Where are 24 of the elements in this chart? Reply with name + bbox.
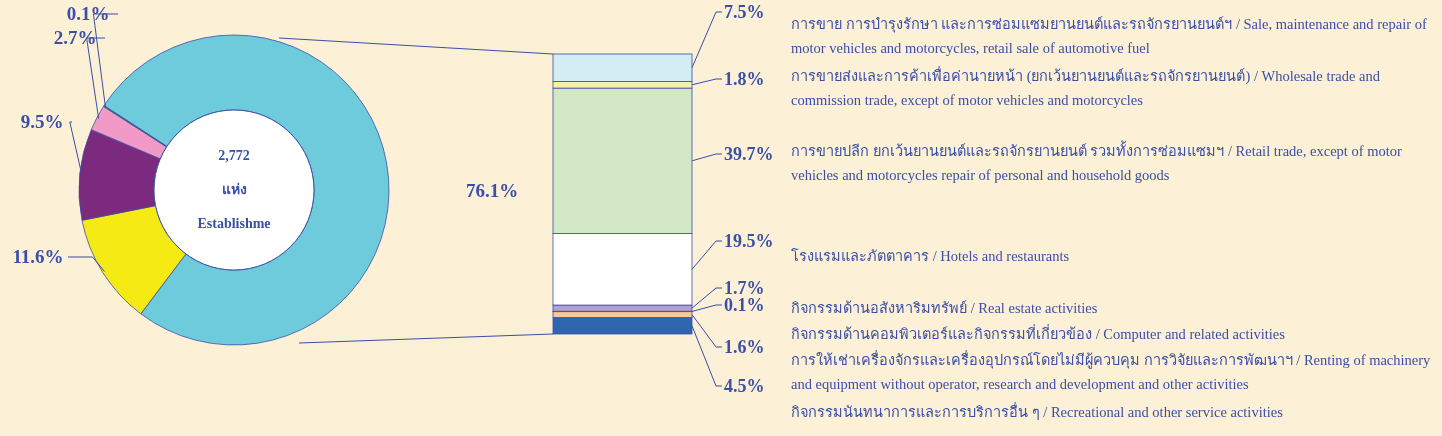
data-label: 1.6% [724, 337, 765, 357]
data-label: 0.1% [66, 3, 110, 24]
text: กิจกรรมนันทนาการและการบริการอื่น ๆ / Recreational and other service activities [791, 401, 1284, 422]
data-label: 7.5% [724, 2, 765, 22]
data-label: 19.5% [724, 231, 774, 251]
data-label: 76.1% [465, 180, 519, 201]
data-label: 2.7% [53, 27, 97, 48]
data-label: 39.7% [724, 144, 774, 164]
text: Establishme [197, 216, 271, 231]
text: กิจกรรมด้านคอมพิวเตอร์และกิจกรรมที่เกี่ยวข้อง / Computer and related activities [791, 323, 1286, 344]
text: การให้เช่าเครื่องจักรและเครื่องอุปกรณ์โดยไม่มีผู้ควบคุม การวิจัยและการพัฒนาฯ / Renting of machinery and equipment without operator, research and development and other activities [791, 349, 1431, 394]
text: แห่ง [221, 182, 247, 197]
text: โรงแรมและภัตตาคาร / Hotels and restaurants [791, 247, 1071, 266]
text: การขายส่งและการค้าเพื่อค่านายหน้า (ยกเว้นยานยนต์และรถจักรยานยนต์) / Wholesale trade and commission trade, except of motor vehicles and motorcycles [791, 65, 1381, 110]
text: 2,772 [218, 148, 250, 163]
data-label: 9.5% [20, 111, 64, 132]
text: การขายปลีก ยกเว้นยานยนต์และรถจักรยานยนต์ รวมทั้งการซ่อมแซมฯ / Retail trade, except of motor vehicles and motorcycles repair of personal and household goods [791, 139, 1403, 185]
data-label: 1.8% [724, 69, 765, 89]
data-label: 11.6% [12, 246, 64, 267]
text: กิจกรรมด้านอสังหาริมทรัพย์ / Real estate activities [791, 299, 1099, 318]
text: การขาย การบำรุงรักษา และการซ่อมแซมยานยนต์และรถจักรยานยนต์ฯ / Sale, maintenance and repair of motor vehicles and motorcycles, retail sale of automotive fuel [791, 15, 1428, 58]
data-label: 0.1% [724, 295, 765, 315]
data-label: 1.7% [724, 278, 765, 298]
data-label: 4.5% [724, 376, 765, 396]
